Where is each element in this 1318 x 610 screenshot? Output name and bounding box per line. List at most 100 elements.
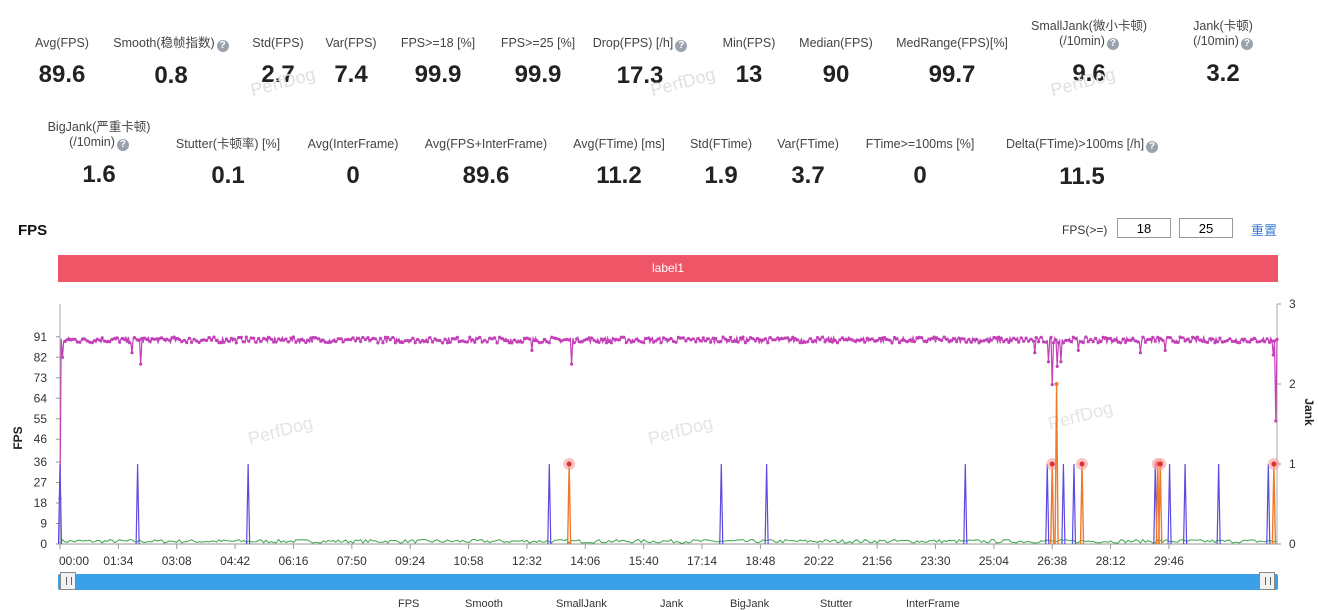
fps-point [811,340,815,344]
fps-point [1054,338,1058,342]
fps-point [105,340,109,344]
fps-point [344,338,348,342]
help-icon[interactable]: ? [1240,38,1253,50]
fps-point [1258,340,1262,344]
label-bar[interactable]: label1 [58,255,1278,282]
fps-point [602,338,606,342]
legend-item[interactable]: SmallJank [556,598,607,610]
fps-point [945,337,949,341]
fps-point [706,337,710,341]
fps-point [647,336,651,340]
fps-point [845,338,849,342]
metric-min-fps: Min(FPS) 13 [669,36,829,89]
fps-point [969,340,974,344]
fps-point [162,338,166,342]
fps-point [736,340,740,344]
fps-point [80,337,84,341]
fps-point [897,341,902,345]
fps-point [113,336,117,340]
fps-point [783,336,787,340]
fps-point [699,339,703,343]
fps-point [1198,338,1202,342]
fps-point [157,337,161,341]
metric-value: 3.7 [791,162,825,189]
fps-point [498,335,502,339]
fps-point [1274,419,1278,423]
fps-point [676,335,681,339]
metric-std-ftime: Std(FTime) 1.9 [641,137,801,190]
legend-item[interactable]: Smooth [465,598,503,610]
metric-value: 0.1 [211,162,245,189]
fps-point [584,337,589,341]
legend-item[interactable]: FPS [398,598,420,610]
fps-point [895,337,899,341]
threshold-high-input[interactable] [1179,218,1233,238]
fps-point [418,340,422,344]
legend-item[interactable]: InterFrame [906,598,960,610]
fps-point [964,340,969,344]
metric-label: Avg(FPS+InterFrame) [424,137,548,151]
jank-spike [719,463,724,545]
fps-point [289,336,293,340]
fps-point [426,340,430,344]
fps-point [324,340,328,344]
fps-point [277,337,281,341]
fps-point [778,337,782,341]
fps-point [356,336,360,341]
help-icon[interactable]: ? [675,40,688,52]
fps-point [731,339,735,344]
fps-point [992,335,996,340]
fps-point [339,337,343,341]
jank-spike [1045,463,1050,545]
fps-point [644,337,648,341]
fps-point [428,336,432,340]
fps-point [1275,337,1279,341]
metric-label: FPS>=25 [%] [500,36,576,50]
legend-item[interactable]: Jank [660,598,684,610]
legend-item[interactable]: Stutter [820,598,853,610]
help-icon[interactable]: ? [1146,141,1159,153]
fps-point [550,335,554,339]
help-icon[interactable]: ? [1106,38,1119,50]
fps-point [833,338,837,343]
slider-right-handle[interactable] [1259,572,1275,590]
fps-point [850,338,854,342]
fps-point [1243,337,1247,341]
help-icon[interactable]: ? [116,139,129,151]
slider-left-handle[interactable] [60,572,76,590]
fps-point [73,337,77,341]
metric-label: Stutter(卡顿率) [%] [175,137,281,151]
y-tick-label: 55 [34,412,48,426]
threshold-low-input[interactable] [1117,218,1171,238]
fps-point [848,337,852,341]
fps-point [535,339,539,343]
metric-label: Smooth(稳帧指数) [113,36,215,50]
fps-point [1220,340,1224,344]
fps-point [1143,340,1147,344]
metric-label-unit: (/10min) [1193,34,1239,48]
fps-point [130,351,134,355]
fps-point [858,339,862,343]
fps-point [786,336,790,340]
fps-chart[interactable]: 0 9 18 27 36 46 55 64 73 82 91 0 1 2 3 FPS Jank 00:00 01:3… [0,290,1318,572]
bigjank-spike [1050,463,1055,545]
fps-point [781,337,785,341]
fps-point [478,335,482,339]
legend-item[interactable]: BigJank [730,598,770,610]
metric-value: 1.9 [704,162,738,189]
fps-point [286,340,291,344]
reset-button[interactable]: 重置 [1251,223,1278,238]
time-range-slider[interactable] [58,574,1278,590]
fps-point [763,337,768,341]
fps-point [746,338,750,342]
fps-point [801,340,805,345]
fps-point [950,339,954,343]
metric-value: 13 [735,61,763,88]
help-icon[interactable]: ? [216,40,229,52]
fps-point [654,339,658,343]
fps-point [1203,340,1207,344]
fps-point [259,339,263,343]
metric-value: 11.5 [1059,163,1105,190]
bigjank-spike [1271,463,1277,545]
fps-point [1238,341,1242,345]
